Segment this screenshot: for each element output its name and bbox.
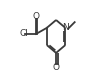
Text: Cl: Cl xyxy=(19,29,28,38)
Text: O: O xyxy=(53,63,60,72)
Text: N: N xyxy=(62,23,69,32)
Text: O: O xyxy=(33,12,40,21)
